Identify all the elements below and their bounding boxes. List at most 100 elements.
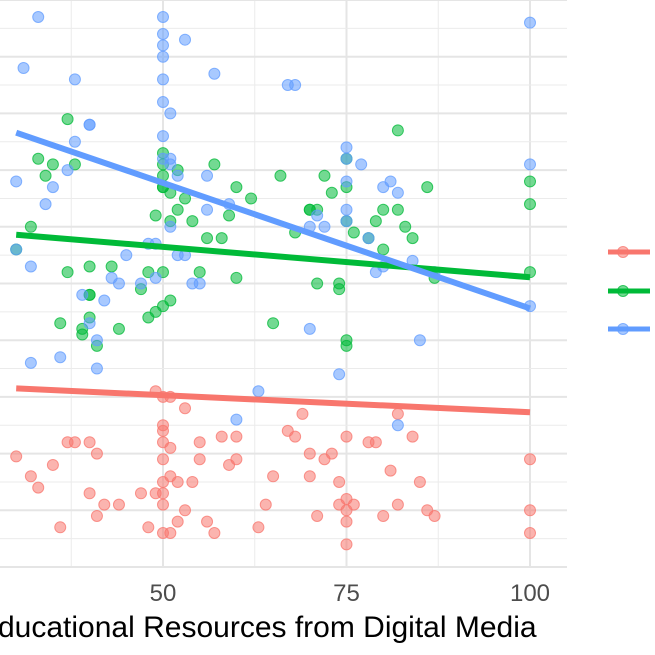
data-point-series-3 [201, 203, 214, 216]
data-point-series-2 [230, 271, 243, 284]
data-point-series-2 [149, 209, 162, 222]
data-point-series-2 [274, 169, 287, 182]
data-point-series-3 [340, 152, 353, 165]
data-point-series-2 [46, 158, 59, 171]
data-point-series-1 [90, 447, 103, 460]
data-point-series-2 [391, 203, 404, 216]
data-point-series-1 [524, 526, 536, 539]
data-point-series-1 [340, 538, 353, 551]
x-axis-title: ducational Resources from Digital Media [0, 611, 537, 644]
data-point-series-1 [193, 436, 206, 449]
data-point-series-3 [112, 277, 125, 290]
data-point-series-2 [340, 334, 353, 347]
data-point-series-1 [10, 450, 23, 463]
data-point-series-3 [340, 175, 353, 188]
data-point-series-1 [201, 515, 214, 528]
data-point-series-1 [171, 475, 184, 488]
data-point-series-3 [157, 11, 169, 24]
data-point-series-2 [164, 294, 177, 307]
data-point-series-1 [413, 475, 426, 488]
data-point-series-1 [208, 526, 221, 539]
data-point-series-3 [157, 130, 169, 143]
data-point-series-3 [98, 294, 111, 307]
data-point-series-3 [157, 39, 169, 52]
data-point-series-3 [24, 260, 37, 273]
data-point-series-3 [362, 232, 375, 245]
data-point-series-1 [259, 498, 272, 511]
data-point-series-3 [164, 158, 177, 171]
data-point-series-2 [54, 317, 67, 330]
data-point-series-2 [347, 226, 360, 239]
data-point-series-2 [377, 243, 390, 256]
data-point-series-2 [208, 158, 221, 171]
data-point-series-3 [90, 362, 103, 375]
data-point-series-1 [179, 402, 192, 415]
data-point-series-3 [208, 67, 221, 80]
data-point-series-1 [164, 526, 177, 539]
data-point-series-3 [32, 11, 45, 24]
data-point-series-3 [384, 175, 397, 188]
data-point-series-2 [325, 186, 338, 199]
trend-line-series-3 [15, 129, 531, 312]
data-point-series-1 [157, 498, 169, 511]
data-point-series-2 [61, 266, 74, 279]
x-tick-label: 100 [510, 580, 550, 607]
data-point-series-3 [46, 181, 59, 194]
data-point-series-3 [179, 33, 192, 46]
x-tick-label: 75 [333, 580, 360, 607]
data-point-series-3 [340, 215, 353, 228]
x-tick-label: 50 [150, 580, 177, 607]
data-point-series-3 [10, 175, 23, 188]
data-point-series-3 [164, 107, 177, 120]
data-point-series-3 [355, 158, 368, 171]
data-point-series-3 [524, 158, 536, 171]
data-point-series-1 [391, 407, 404, 420]
data-point-series-3 [90, 334, 103, 347]
data-points [10, 11, 536, 551]
legend-key-point [617, 285, 629, 297]
data-point-series-2 [83, 260, 96, 273]
data-point-series-3 [157, 50, 169, 63]
data-point-series-3 [193, 277, 206, 290]
data-point-series-1 [157, 487, 169, 500]
grid [0, 0, 567, 568]
data-point-series-2 [333, 283, 346, 296]
data-point-series-2 [39, 169, 52, 182]
data-point-series-3 [68, 73, 81, 86]
data-point-series-3 [340, 203, 353, 216]
data-point-series-2 [186, 215, 199, 228]
data-point-series-2 [230, 181, 243, 194]
data-point-series-2 [215, 232, 228, 245]
data-point-series-1 [68, 436, 81, 449]
data-point-series-1 [157, 424, 169, 437]
data-point-series-2 [61, 113, 74, 126]
data-point-series-1 [24, 470, 37, 483]
data-point-series-3 [76, 288, 89, 301]
data-point-series-1 [164, 441, 177, 454]
data-point-series-2 [369, 215, 382, 228]
data-point-series-1 [347, 498, 360, 511]
legend-key-point [617, 323, 629, 335]
data-point-series-2 [223, 209, 236, 222]
data-point-series-3 [68, 135, 81, 148]
data-point-series-2 [112, 322, 125, 335]
data-point-series-1 [83, 487, 96, 500]
data-point-series-2 [524, 175, 536, 188]
data-point-series-1 [303, 447, 316, 460]
data-point-series-3 [120, 249, 133, 262]
data-point-series-1 [303, 470, 316, 483]
data-point-series-1 [340, 515, 353, 528]
data-point-series-2 [105, 260, 118, 273]
trend-lines [15, 129, 531, 416]
data-point-series-2 [24, 220, 37, 233]
data-point-series-3 [413, 334, 426, 347]
data-point-series-3 [230, 413, 243, 426]
data-point-series-2 [267, 317, 280, 330]
data-point-series-1 [98, 498, 111, 511]
data-point-series-1 [32, 481, 45, 494]
data-point-series-3 [157, 28, 169, 41]
data-point-series-2 [391, 124, 404, 137]
data-point-series-2 [524, 198, 536, 211]
data-point-series-1 [193, 453, 206, 466]
data-point-series-1 [54, 521, 67, 534]
